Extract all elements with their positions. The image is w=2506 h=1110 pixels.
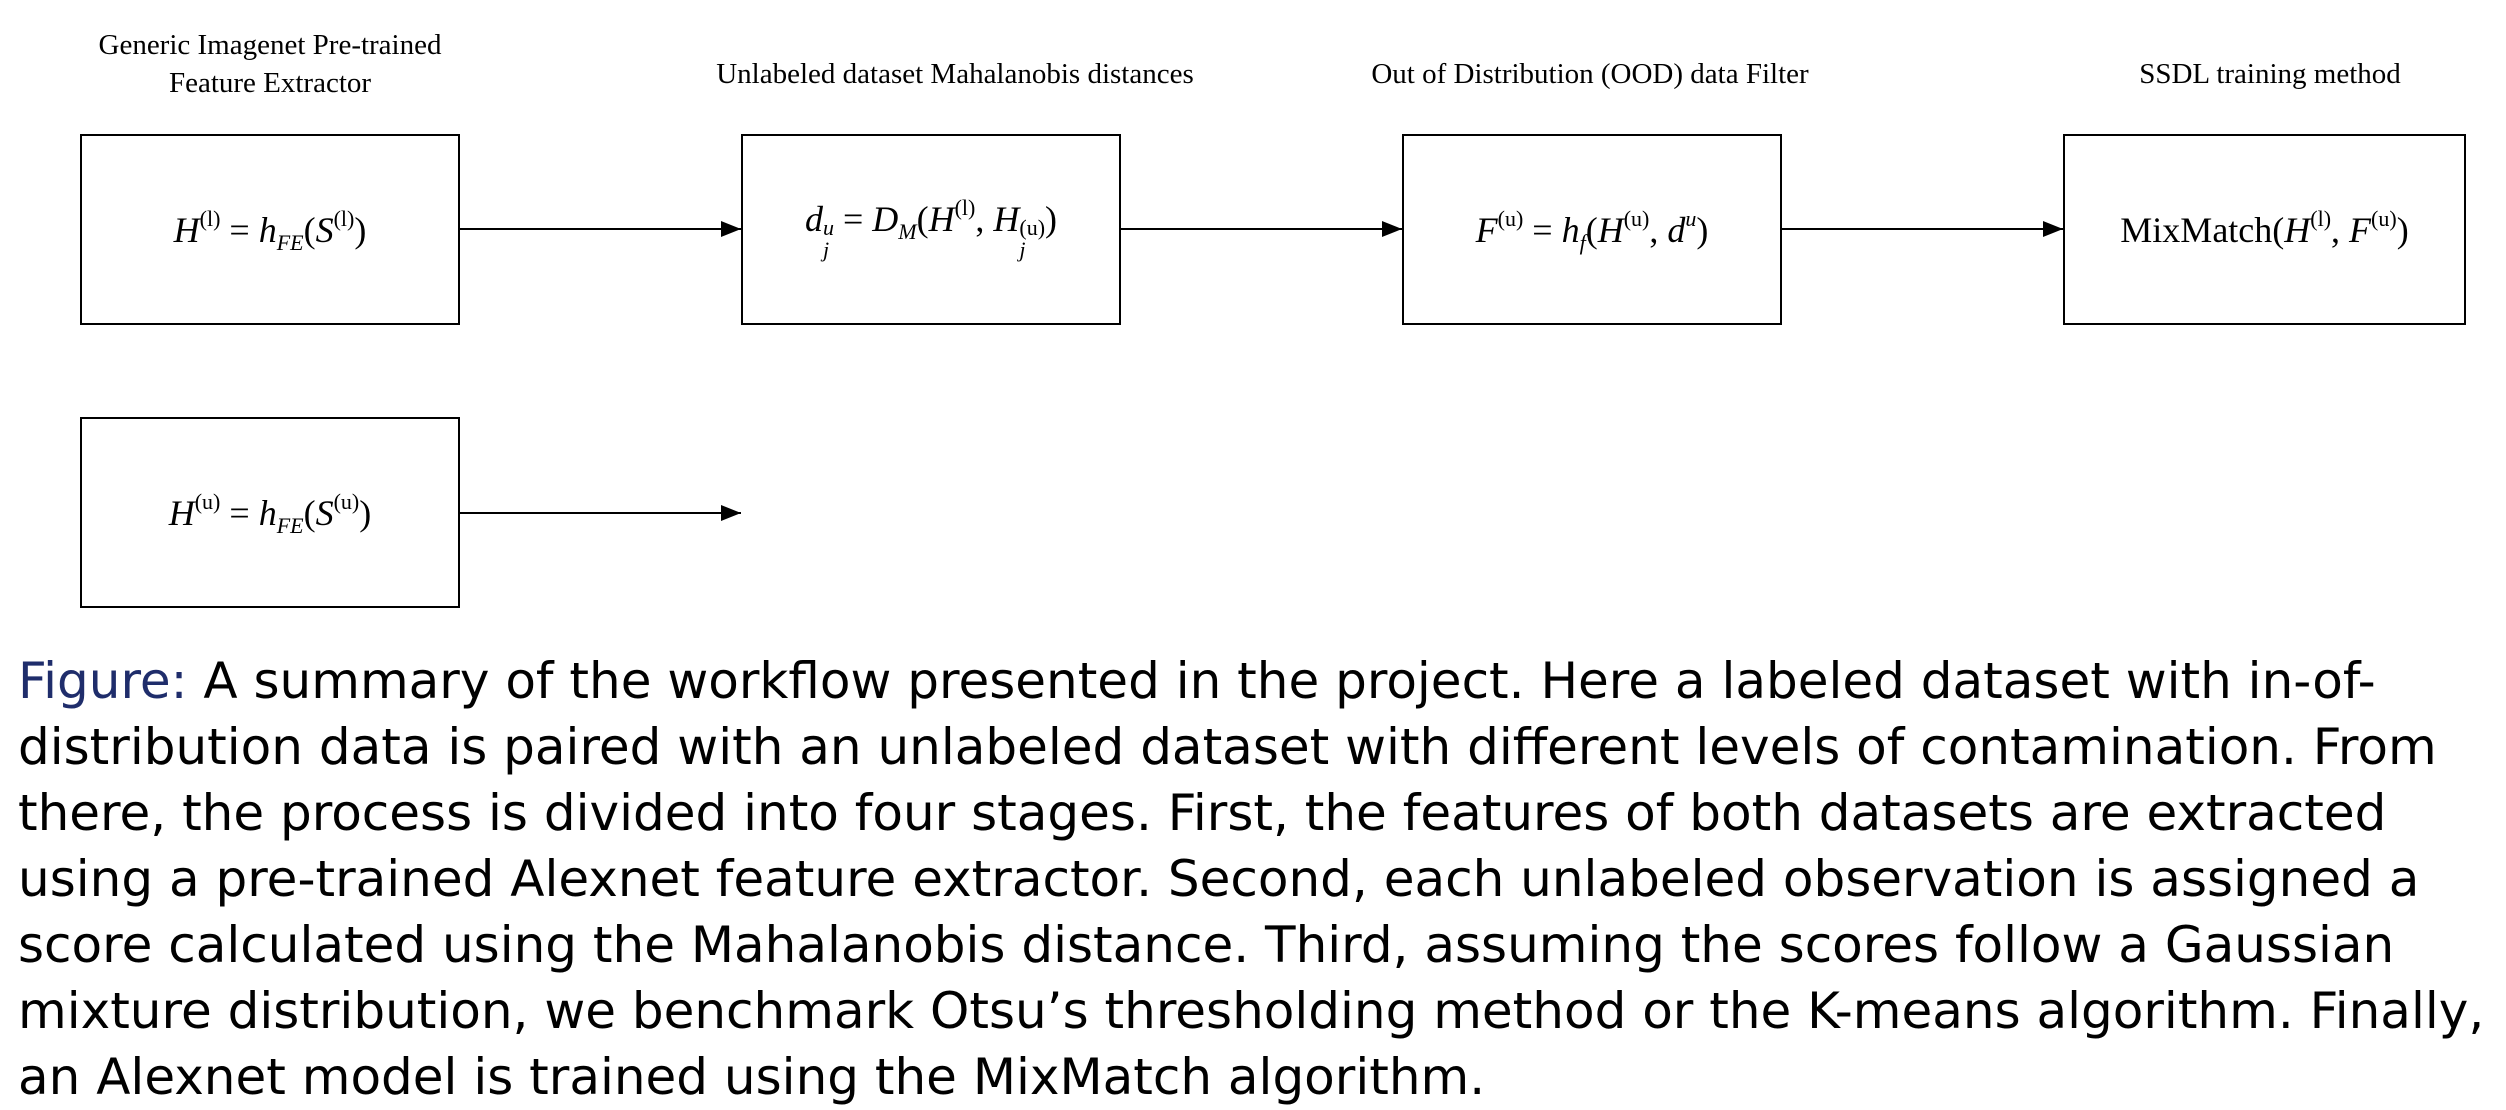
formula: H(l) = hFE(S(l)) (173, 205, 367, 255)
stage-title-feature-extractor: Generic Imagenet Pre-trained Feature Ext… (60, 26, 480, 102)
formula: F(u) = hf(H(u), du) (1475, 205, 1709, 255)
flow-arrows (460, 221, 2063, 521)
figure-caption: Figure: A summary of the workflow presen… (18, 648, 2488, 1110)
figure-label: Figure: (18, 652, 188, 710)
stage-title-line: Feature Extractor (168, 67, 372, 99)
stage-title-mahalanobis: Unlabeled dataset Mahalanobis distances (716, 58, 1194, 90)
mixmatch-box: MixMatch(H(l), F(u)) (2063, 134, 2466, 325)
feature-extractor-unlabeled-box: H(u) = hFE(S(u)) (80, 417, 460, 608)
stage-title-ood-filter: Out of Distribution (OOD) data Filter (1371, 58, 1809, 90)
formula: MixMatch(H(l), F(u)) (2120, 205, 2409, 250)
ood-filter-box: F(u) = hf(H(u), du) (1402, 134, 1782, 325)
stage-title-ssdl: SSDL training method (2139, 58, 2401, 90)
caption-text: A summary of the workflow presented in t… (18, 652, 2485, 1106)
feature-extractor-labeled-box: H(l) = hFE(S(l)) (80, 134, 460, 325)
stage-title-line: Generic Imagenet Pre-trained (98, 29, 442, 61)
formula: H(u) = hFE(S(u)) (168, 488, 372, 538)
